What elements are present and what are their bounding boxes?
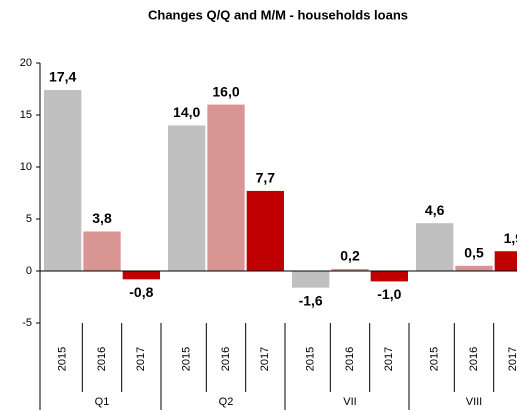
value-label: 3,8 [92, 210, 112, 226]
bar [416, 223, 454, 271]
sub-category-label: 2017 [259, 347, 271, 371]
bar [494, 251, 517, 271]
sub-category-label: 2017 [507, 347, 517, 371]
bar [370, 271, 408, 282]
y-tick-label: 20 [20, 57, 32, 69]
sub-category-label: 2016 [468, 347, 480, 371]
x-tick-label: Q1 [95, 396, 110, 408]
value-label: 17,4 [49, 69, 76, 85]
y-tick-label: 15 [20, 109, 32, 121]
value-label: 0,5 [464, 245, 484, 261]
y-tick-label: 0 [26, 265, 32, 277]
x-tick-label: VII [343, 396, 356, 408]
bar [246, 190, 284, 271]
sub-category-label: 2017 [135, 347, 147, 371]
sub-category-label: 2016 [344, 347, 356, 371]
sub-category-label: 2016 [220, 347, 232, 371]
bar [455, 265, 493, 271]
value-label: 14,0 [173, 104, 200, 120]
bar [122, 271, 160, 280]
bar [292, 271, 330, 288]
bar [331, 268, 369, 271]
y-tick-label: 10 [20, 161, 32, 173]
sub-category-label: 2015 [181, 347, 193, 371]
x-tick-label: Q2 [219, 396, 234, 408]
bar [83, 231, 121, 271]
sub-category-label: 2017 [383, 347, 395, 371]
bar [168, 125, 206, 272]
value-label: 4,6 [425, 202, 445, 218]
bar [207, 104, 245, 271]
value-label: -0,8 [129, 284, 153, 300]
x-tick-label: VIII [466, 396, 483, 408]
value-label: 1,9 [504, 230, 517, 246]
chart-title: Changes Q/Q and M/M - households loans [148, 7, 408, 22]
value-label: 7,7 [256, 170, 276, 186]
sub-category-label: 2015 [429, 347, 441, 371]
value-label: 16,0 [212, 83, 239, 99]
y-tick-label: 5 [26, 213, 32, 225]
value-label: 0,2 [340, 248, 360, 264]
sub-category-label: 2015 [305, 347, 317, 371]
sub-category-label: 2015 [57, 347, 69, 371]
value-label: -1,0 [377, 286, 401, 302]
bar [44, 90, 82, 271]
value-label: -1,6 [299, 292, 323, 308]
sub-category-label: 2016 [96, 347, 108, 371]
y-tick-label: -5 [22, 317, 32, 329]
